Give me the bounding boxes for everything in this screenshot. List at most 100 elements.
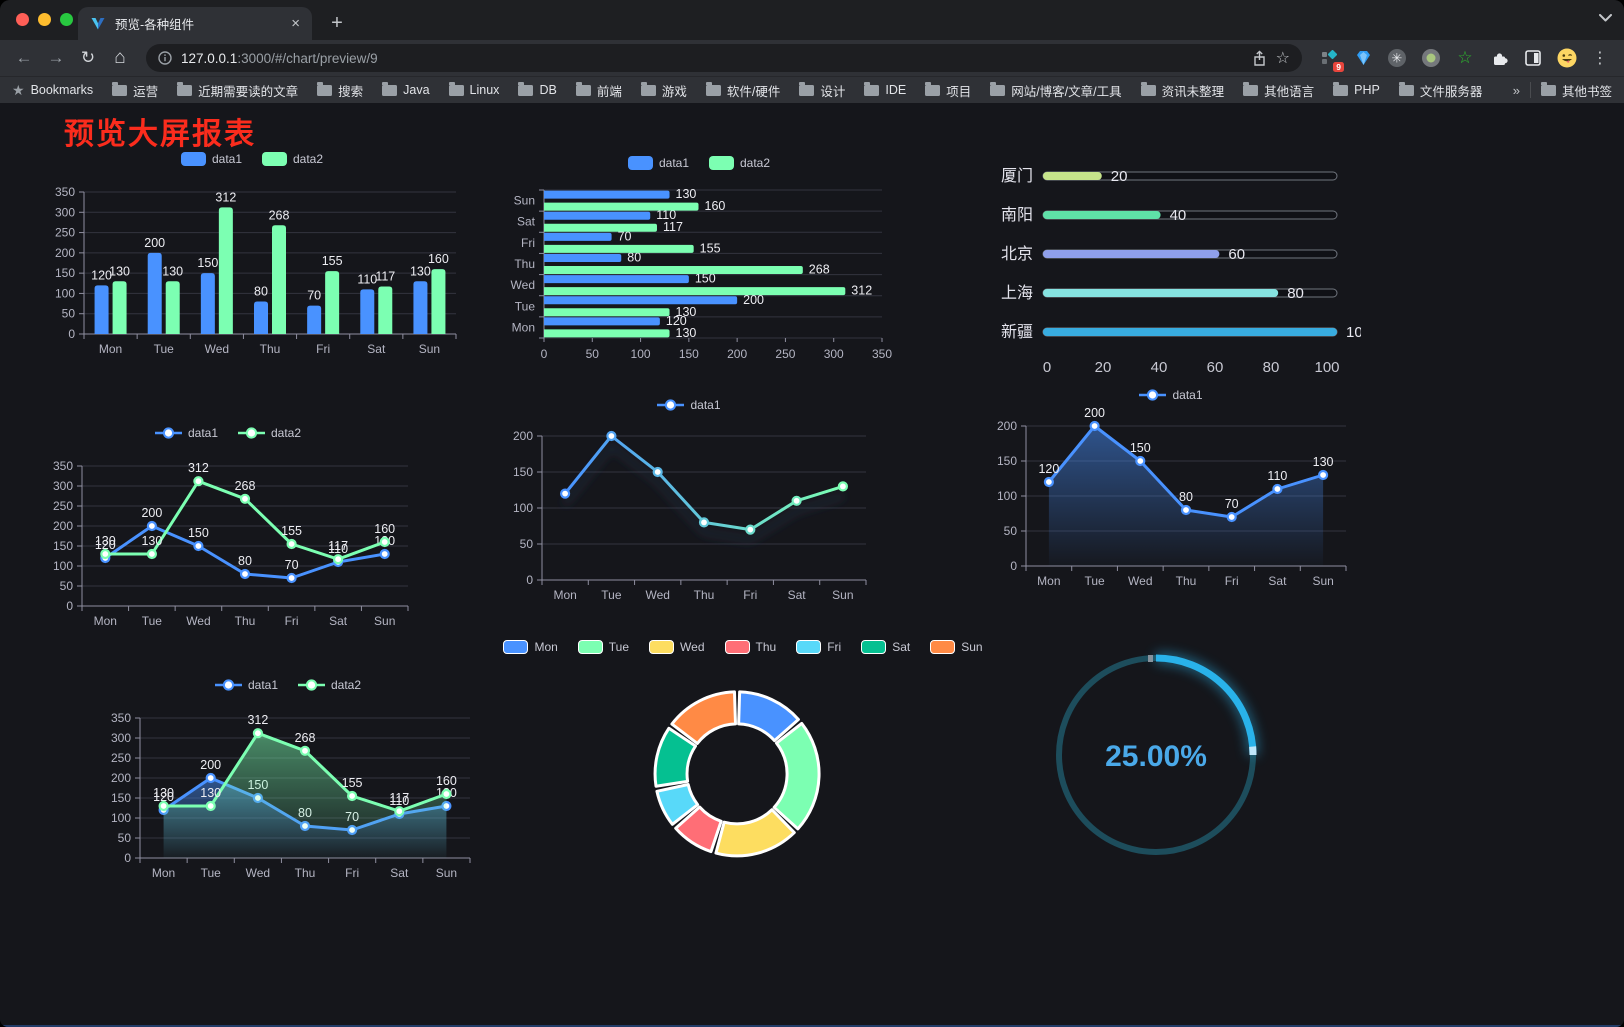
extension-grid-icon[interactable]: 9: [1316, 45, 1344, 72]
legend-item-Sat[interactable]: Sat: [861, 640, 910, 654]
bookmark-label: 软件/硬件: [726, 84, 781, 99]
svg-text:130: 130: [141, 534, 162, 548]
legend-item-data2[interactable]: data2: [709, 156, 770, 170]
svg-text:350: 350: [111, 711, 131, 725]
folder-icon: [177, 81, 193, 96]
star-icon: ★: [12, 81, 25, 98]
chart-legend: data1 data2: [92, 676, 484, 694]
bookmark-folder-Linux[interactable]: Linux: [448, 81, 499, 97]
legend-item-data1[interactable]: data1: [657, 398, 721, 412]
legend-item-data1[interactable]: data1: [154, 426, 218, 440]
bookmark-folder-软件/硬件[interactable]: 软件/硬件: [705, 81, 781, 100]
svg-text:130: 130: [676, 326, 697, 340]
bookmark-label: PHP: [1354, 83, 1380, 97]
bookmark-folder-资讯未整理[interactable]: 资讯未整理: [1140, 81, 1224, 100]
legend-item-Fri[interactable]: Fri: [796, 640, 841, 654]
svg-text:120: 120: [95, 538, 116, 552]
svg-text:268: 268: [809, 263, 830, 277]
tab-close-icon[interactable]: ×: [291, 15, 300, 32]
bookmark-folder-网站/博客/文章/工具[interactable]: 网站/博客/文章/工具: [990, 81, 1122, 100]
svg-text:Sat: Sat: [517, 215, 536, 229]
svg-text:新疆: 新疆: [1001, 323, 1033, 341]
bookmark-folder-其他语言[interactable]: 其他语言: [1243, 81, 1314, 100]
chart-legend: Mon Tue Wed Thu Fri Sat Sun: [503, 638, 983, 656]
legend-item-data2[interactable]: data2: [238, 426, 301, 440]
new-tab-button[interactable]: +: [331, 12, 343, 34]
svg-text:80: 80: [238, 554, 252, 568]
svg-text:Fri: Fri: [1225, 574, 1239, 588]
bookmarks-manager[interactable]: ★ Bookmarks: [12, 82, 93, 99]
bookmark-folder-前端[interactable]: 前端: [575, 81, 622, 100]
legend-item-Wed[interactable]: Wed: [649, 640, 705, 654]
bookmark-folder-项目[interactable]: 项目: [925, 81, 971, 100]
legend-item-data2[interactable]: data2: [262, 152, 323, 166]
zoom-window-button[interactable]: [60, 13, 73, 26]
svg-text:155: 155: [281, 524, 302, 538]
bookmark-folder-近期需要读的文章[interactable]: 近期需要读的文章: [177, 81, 298, 100]
bookmark-star-icon[interactable]: ☆: [1275, 50, 1290, 67]
svg-text:0: 0: [68, 327, 75, 341]
folder-icon: [705, 81, 721, 96]
browser-menu-button[interactable]: ⋮: [1592, 50, 1608, 67]
legend-item-data1[interactable]: data1: [180, 152, 242, 166]
legend-item-Thu[interactable]: Thu: [724, 640, 776, 654]
svg-text:✳: ✳: [1392, 51, 1403, 66]
bookmark-folder-IDE[interactable]: IDE: [864, 81, 906, 97]
other-bookmarks[interactable]: 其他书签: [1540, 81, 1612, 100]
svg-text:155: 155: [322, 254, 343, 268]
bookmarks-overflow-chevron[interactable]: »: [1512, 82, 1520, 98]
page-title: 预览大屏报表: [64, 118, 256, 151]
legend-item-Mon[interactable]: Mon: [503, 640, 558, 654]
chart-legend: data1: [498, 396, 880, 414]
bookmark-folder-运营[interactable]: 运营: [112, 81, 158, 100]
svg-text:Mon: Mon: [512, 320, 535, 334]
bookmark-folder-PHP[interactable]: PHP: [1333, 81, 1380, 97]
share-icon[interactable]: [1252, 50, 1267, 67]
extension-asterisk-icon[interactable]: ✳: [1384, 45, 1410, 71]
svg-text:117: 117: [389, 791, 409, 805]
svg-text:312: 312: [247, 713, 268, 727]
bookmark-folder-搜索[interactable]: 搜索: [317, 81, 363, 100]
extension-dot-icon[interactable]: [1418, 45, 1444, 71]
bookmark-folder-Java[interactable]: Java: [382, 81, 430, 97]
extension-gem-icon[interactable]: [1350, 45, 1376, 71]
svg-text:150: 150: [1130, 441, 1151, 455]
forward-button[interactable]: →: [47, 48, 65, 67]
folder-icon: [1140, 81, 1156, 96]
bookmark-folder-游戏[interactable]: 游戏: [640, 81, 687, 100]
site-info-icon[interactable]: [158, 51, 172, 65]
bookmark-label: 其他语言: [1264, 84, 1315, 99]
bookmark-folder-设计[interactable]: 设计: [799, 81, 845, 100]
profile-avatar[interactable]: [1554, 45, 1580, 71]
minimize-window-button[interactable]: [38, 13, 51, 26]
grouped-bar-chart: data1 data2 0 50 100 150 200 250 300 350 Mon Tue Wed…: [36, 146, 468, 364]
close-window-button[interactable]: [16, 13, 29, 26]
back-button[interactable]: ←: [15, 48, 33, 67]
svg-text:上海: 上海: [1001, 284, 1033, 302]
url-text[interactable]: 127.0.0.1:3000/#/chart/preview/9: [181, 51, 1243, 66]
bookmark-folder-文件服务器[interactable]: 文件服务器: [1398, 81, 1483, 100]
url-bar[interactable]: 127.0.0.1:3000/#/chart/preview/9 ☆: [146, 44, 1302, 72]
extension-star-icon[interactable]: ☆: [1457, 48, 1473, 67]
legend-item-data1[interactable]: data1: [627, 156, 689, 170]
svg-text:70: 70: [618, 229, 632, 243]
legend-item-Sun[interactable]: Sun: [930, 640, 983, 654]
svg-text:200: 200: [743, 293, 764, 307]
chart-legend: data1: [982, 386, 1360, 404]
legend-item-data1[interactable]: data1: [1139, 388, 1203, 402]
legend-item-data2[interactable]: data2: [298, 678, 361, 692]
svg-text:200: 200: [111, 771, 131, 785]
svg-text:20: 20: [1111, 168, 1128, 185]
bookmark-label: 文件服务器: [1419, 84, 1483, 99]
bookmark-folder-DB[interactable]: DB: [518, 81, 557, 97]
svg-text:150: 150: [695, 272, 716, 286]
browser-tab[interactable]: 预览-各种组件 ×: [78, 7, 312, 40]
reload-button[interactable]: ↻: [80, 48, 96, 67]
legend-item-data1[interactable]: data1: [214, 678, 278, 692]
sidebar-toggle-icon[interactable]: [1520, 45, 1546, 71]
folder-icon: [799, 81, 815, 96]
legend-item-Tue[interactable]: Tue: [577, 640, 629, 654]
home-button[interactable]: ⌂: [114, 47, 126, 68]
tab-search-chevron-icon[interactable]: [1599, 14, 1612, 22]
extensions-puzzle-icon[interactable]: [1486, 45, 1512, 71]
